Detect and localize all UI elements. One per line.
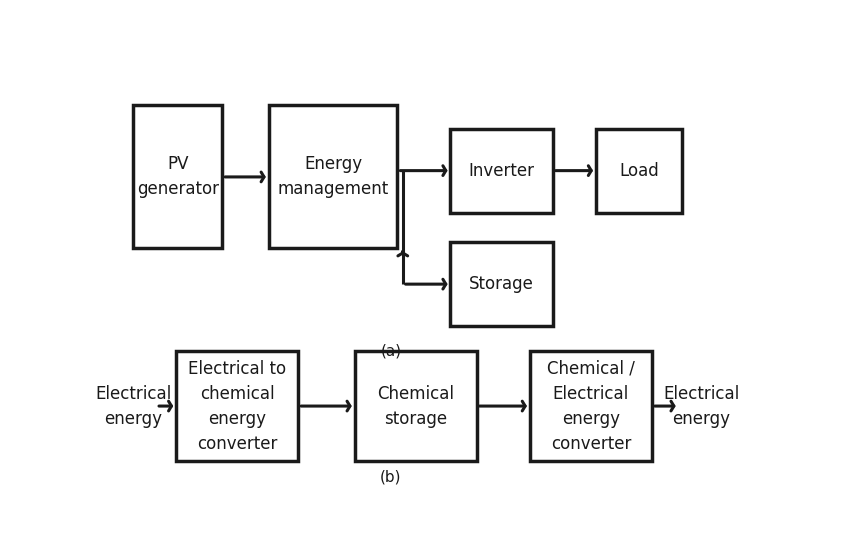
- Text: Electrical to
chemical
energy
converter: Electrical to chemical energy converter: [188, 360, 286, 453]
- Text: Storage: Storage: [469, 275, 533, 293]
- Bar: [268, 105, 397, 248]
- Text: (a): (a): [380, 344, 401, 359]
- Text: Inverter: Inverter: [468, 162, 534, 180]
- Bar: [450, 242, 552, 326]
- Bar: [176, 352, 298, 461]
- Bar: [354, 352, 476, 461]
- Text: Electrical
energy: Electrical energy: [663, 384, 739, 428]
- Bar: [450, 128, 552, 212]
- Text: Chemical
storage: Chemical storage: [377, 384, 453, 428]
- Text: PV
generator: PV generator: [136, 156, 218, 198]
- Bar: [133, 105, 222, 248]
- Bar: [529, 352, 651, 461]
- Text: Load: Load: [619, 162, 658, 180]
- Text: Energy
management: Energy management: [277, 156, 389, 198]
- Text: Chemical /
Electrical
energy
converter: Chemical / Electrical energy converter: [546, 360, 634, 453]
- Bar: [595, 128, 681, 212]
- Text: Electrical
energy: Electrical energy: [95, 384, 171, 428]
- Text: (b): (b): [380, 469, 401, 484]
